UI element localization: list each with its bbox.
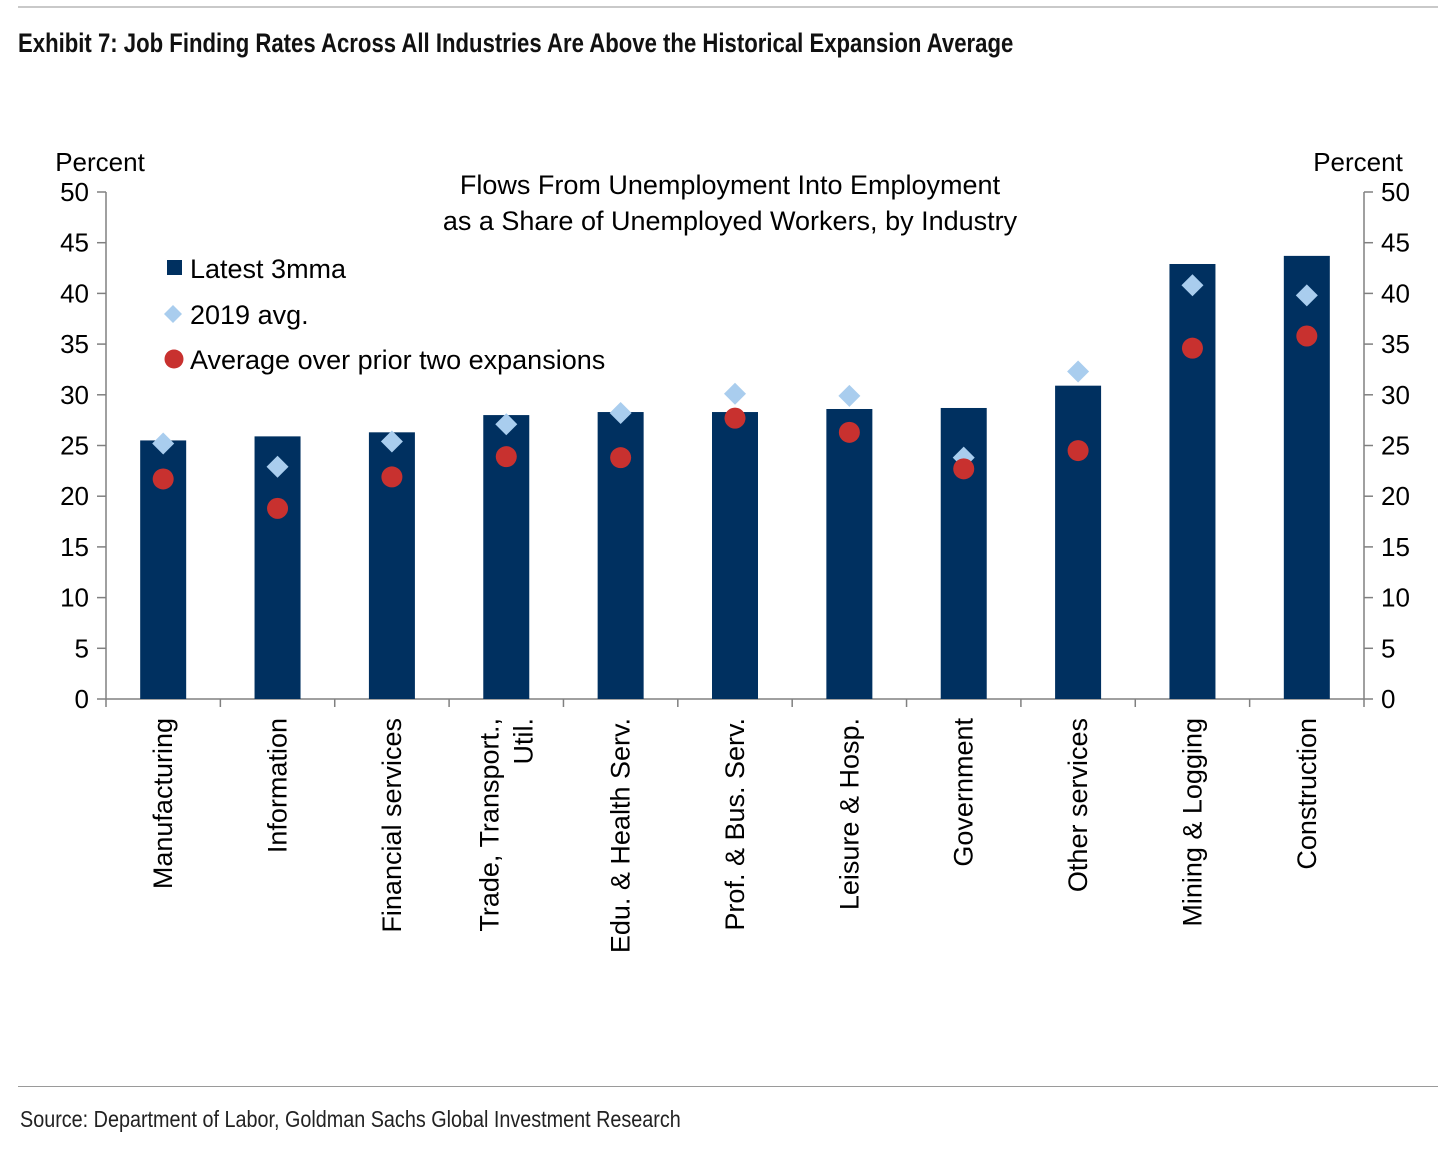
y-axis-label-left: Percent: [55, 147, 145, 177]
bar: [1283, 255, 1330, 699]
diamond-marker: [1067, 360, 1090, 383]
circle-marker: [838, 421, 860, 443]
category-label: Leisure & Hosp.: [834, 718, 864, 910]
y-tick-label-right: 35: [1381, 329, 1410, 359]
axes: 0 0 5 5 10 10 15 15 20 20 25 25 30 30 35 35 40 40 45 45 50 50…: [55, 147, 1410, 714]
category-label: Construction: [1292, 718, 1322, 870]
circle-marker: [1067, 440, 1089, 462]
category-label: Government: [949, 718, 979, 867]
circle-marker: [953, 458, 975, 480]
bar: [1055, 385, 1102, 699]
exhibit-title: Exhibit 7: Job Finding Rates Across All …: [18, 28, 1014, 58]
category-label: Util.: [508, 718, 538, 765]
category-label: Edu. & Health Serv.: [606, 718, 636, 953]
circle-marker: [267, 497, 289, 519]
circle-marker: [1296, 325, 1318, 347]
bar-chart: 0 0 5 5 10 10 15 15 20 20 25 25 30 30 35 35 40 40 45 45 50 50…: [55, 147, 1410, 954]
legend-label: Latest 3mma: [190, 254, 347, 284]
category-label: Financial services: [377, 718, 407, 933]
y-tick-label-left: 25: [60, 431, 89, 461]
circle-marker: [610, 447, 632, 469]
circle-marker: [724, 407, 746, 429]
diamond-marker: [1295, 284, 1318, 307]
top-rule: [18, 6, 1438, 8]
y-tick-label-right: 50: [1381, 177, 1410, 207]
y-tick-label-right: 45: [1381, 228, 1410, 258]
diamond-marker: [1181, 274, 1204, 297]
circle-series: [152, 325, 1318, 519]
legend-bar-swatch: [167, 260, 182, 275]
category-label: Trade, Transport.,: [474, 718, 504, 932]
bar: [254, 436, 301, 699]
bottom-rule: [18, 1086, 1438, 1087]
legend: Latest 3mma 2019 avg. Average over prior t…: [164, 254, 605, 375]
category-label: Other services: [1063, 718, 1093, 892]
y-tick-label-right: 40: [1381, 278, 1410, 308]
bar-series: [140, 255, 1330, 699]
legend-label: 2019 avg.: [190, 300, 309, 330]
legend-diamond-swatch: [164, 305, 182, 323]
y-tick-label-left: 20: [60, 481, 89, 511]
chart-title: Flows From Unemployment Into Employment a…: [443, 170, 1018, 236]
category-label: Mining & Logging: [1177, 718, 1207, 927]
legend-circle-swatch: [164, 349, 184, 369]
bar: [712, 412, 758, 699]
bar: [826, 408, 873, 699]
y-tick-label-left: 50: [60, 177, 89, 207]
bar: [1169, 263, 1216, 699]
y-tick-label-left: 45: [60, 228, 89, 258]
y-tick-label-right: 0: [1381, 684, 1395, 714]
y-tick-label-left: 15: [60, 532, 89, 562]
diamond-marker: [495, 413, 518, 436]
diamond-marker: [152, 432, 175, 455]
chart-title-line: Flows From Unemployment Into Employment: [460, 170, 1001, 200]
chart-title-line: as a Share of Unemployed Workers, by Ind…: [443, 206, 1018, 236]
y-tick-label-left: 40: [60, 278, 89, 308]
y-tick-label-right: 20: [1381, 481, 1410, 511]
legend-label: Average over prior two expansions: [190, 345, 605, 375]
category-label: Prof. & Bus. Serv.: [720, 718, 750, 931]
category-labels: Manufacturing Information Financial servic…: [148, 718, 1322, 954]
category-label: Information: [263, 718, 293, 853]
diamond-marker: [266, 455, 289, 478]
circle-marker: [1181, 337, 1203, 359]
category-label: Manufacturing: [148, 718, 178, 889]
y-tick-label-left: 35: [60, 329, 89, 359]
y-tick-label-right: 25: [1381, 431, 1410, 461]
y-tick-label-right: 30: [1381, 380, 1410, 410]
circle-marker: [152, 468, 174, 490]
y-axis-label-right: Percent: [1313, 147, 1403, 177]
diamond-marker: [609, 402, 632, 425]
y-tick-label-right: 15: [1381, 532, 1410, 562]
circle-marker: [381, 466, 403, 488]
diamond-marker: [724, 382, 746, 405]
y-tick-label-left: 10: [60, 583, 89, 613]
y-tick-label-left: 5: [75, 633, 89, 663]
y-tick-label-left: 30: [60, 380, 89, 410]
diamond-marker: [380, 430, 403, 453]
diamond-marker: [838, 384, 861, 407]
y-tick-label-right: 5: [1381, 633, 1395, 663]
y-tick-label-right: 10: [1381, 583, 1410, 613]
circle-marker: [495, 446, 517, 468]
source-note: Source: Department of Labor, Goldman Sac…: [20, 1106, 681, 1132]
y-tick-label-left: 0: [75, 684, 89, 714]
